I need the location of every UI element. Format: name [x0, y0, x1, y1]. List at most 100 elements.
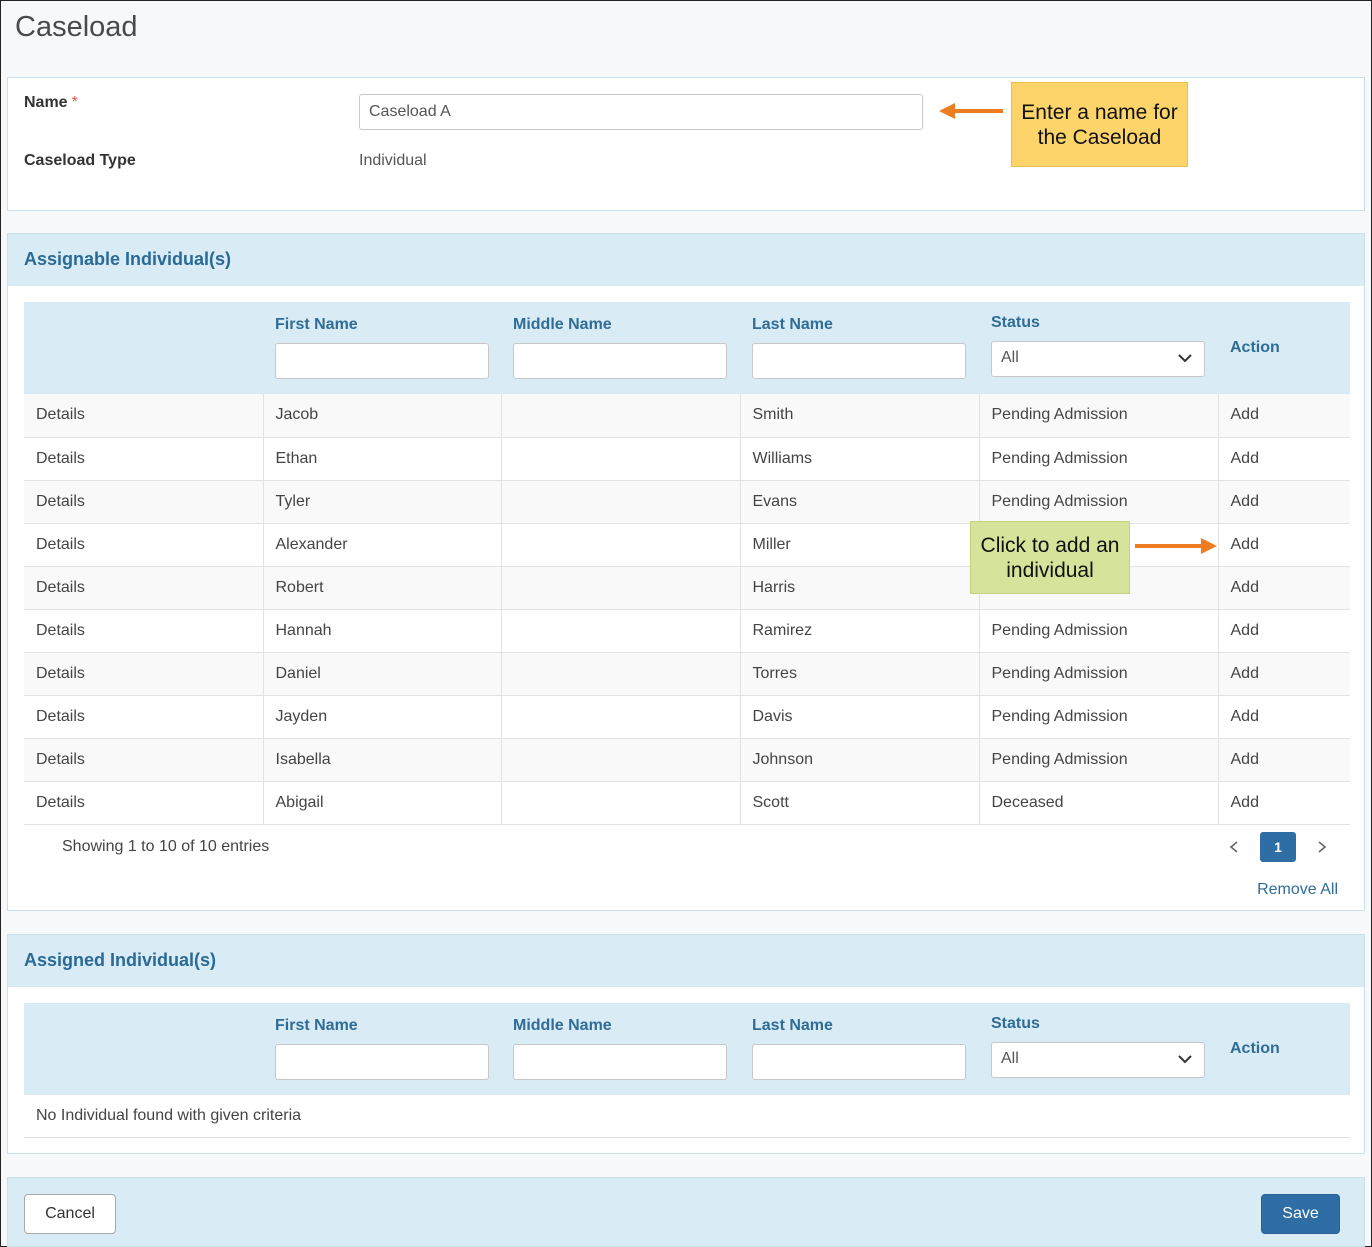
status-cell: Pending Admission — [979, 609, 1219, 653]
add-link[interactable]: Add — [1218, 566, 1350, 610]
cancel-button[interactable]: Cancel — [24, 1194, 116, 1234]
assigned-table: First Name Middle Name Last Name Status … — [24, 1003, 1350, 1138]
status-cell: Pending Admission — [979, 480, 1219, 524]
middle-name-cell — [501, 609, 741, 653]
col-action: Action — [1218, 302, 1350, 394]
required-mark: * — [71, 94, 78, 111]
col-middle-name: Middle Name — [501, 302, 740, 394]
add-link[interactable]: Add — [1218, 695, 1350, 739]
col-last-name: Last Name — [740, 302, 979, 394]
details-link[interactable]: Details — [24, 523, 264, 567]
middle-name-cell — [501, 394, 741, 438]
middle-name-filter[interactable] — [513, 343, 727, 379]
table-row: Details Abigail Scott Deceased Add — [24, 781, 1350, 825]
assigned-section-title: Assigned Individual(s) — [8, 935, 1364, 987]
table-row: Details Isabella Johnson Pending Admission A… — [24, 738, 1350, 782]
first-name-cell: Isabella — [263, 738, 502, 782]
name-input[interactable] — [359, 94, 923, 130]
callout-arrow-right-icon — [1135, 538, 1217, 554]
middle-name-cell — [501, 738, 741, 782]
empty-message: No Individual found with given criteria — [24, 1095, 1350, 1138]
form-footer: Cancel Save — [7, 1177, 1365, 1247]
next-page-button[interactable] — [1306, 832, 1338, 862]
prev-page-button[interactable] — [1218, 832, 1250, 862]
last-name-cell: Miller — [740, 523, 980, 567]
add-link[interactable]: Add — [1218, 781, 1350, 825]
table-row: Details Robert Harris Add — [24, 566, 1350, 610]
middle-name-cell — [501, 480, 741, 524]
assignable-section: Assignable Individual(s) First Name Midd… — [7, 233, 1365, 911]
callout-add-hint: Click to add an individual — [970, 521, 1130, 594]
last-name-cell: Johnson — [740, 738, 980, 782]
last-name-filter[interactable] — [752, 343, 966, 379]
last-name-filter[interactable] — [752, 1044, 966, 1080]
first-name-cell: Tyler — [263, 480, 502, 524]
col-details — [24, 302, 263, 394]
details-link[interactable]: Details — [24, 394, 264, 438]
first-name-cell: Alexander — [263, 523, 502, 567]
first-name-filter[interactable] — [275, 1044, 489, 1080]
last-name-cell: Torres — [740, 652, 980, 696]
add-link[interactable]: Add — [1218, 523, 1350, 567]
col-status: Status All — [979, 1003, 1218, 1095]
page-title: Caseload — [15, 11, 138, 43]
first-name-cell: Ethan — [263, 437, 502, 481]
col-last-name: Last Name — [740, 1003, 979, 1095]
first-name-cell: Abigail — [263, 781, 502, 825]
details-link[interactable]: Details — [24, 480, 264, 524]
assigned-section: Assigned Individual(s) First Name Middle… — [7, 934, 1365, 1154]
add-link[interactable]: Add — [1218, 437, 1350, 481]
table-row: Details Tyler Evans Pending Admission Add — [24, 480, 1350, 524]
first-name-cell: Daniel — [263, 652, 502, 696]
chevron-right-icon — [1318, 841, 1327, 853]
remove-all-link[interactable]: Remove All — [1257, 881, 1338, 898]
caseload-type-label: Caseload Type — [24, 152, 136, 169]
add-link[interactable]: Add — [1218, 609, 1350, 653]
middle-name-cell — [501, 695, 741, 739]
details-link[interactable]: Details — [24, 652, 264, 696]
name-label: Name * — [24, 94, 78, 111]
page-1-button[interactable]: 1 — [1260, 832, 1296, 862]
details-link[interactable]: Details — [24, 566, 264, 610]
middle-name-cell — [501, 437, 741, 481]
first-name-cell: Hannah — [263, 609, 502, 653]
first-name-cell: Jacob — [263, 394, 502, 438]
details-link[interactable]: Details — [24, 437, 264, 481]
status-cell: Pending Admission — [979, 394, 1219, 438]
status-cell: Pending Admission — [979, 437, 1219, 481]
col-details — [24, 1003, 263, 1095]
showing-entries: Showing 1 to 10 of 10 entries — [62, 838, 270, 855]
status-filter-select[interactable]: All — [991, 341, 1205, 377]
last-name-cell: Scott — [740, 781, 980, 825]
add-link[interactable]: Add — [1218, 394, 1350, 438]
middle-name-cell — [501, 566, 741, 610]
middle-name-cell — [501, 523, 741, 567]
table-row: Details Jacob Smith Pending Admission Add — [24, 394, 1350, 438]
middle-name-cell — [501, 652, 741, 696]
table-row: Details Hannah Ramirez Pending Admission Add — [24, 609, 1350, 653]
save-button[interactable]: Save — [1261, 1194, 1340, 1234]
add-link[interactable]: Add — [1218, 480, 1350, 524]
assignable-section-title: Assignable Individual(s) — [8, 234, 1364, 286]
assignable-table: First Name Middle Name Last Name Status … — [24, 302, 1350, 825]
last-name-cell: Davis — [740, 695, 980, 739]
table-row: Details Ethan Williams Pending Admission Add — [24, 437, 1350, 481]
middle-name-filter[interactable] — [513, 1044, 727, 1080]
details-link[interactable]: Details — [24, 609, 264, 653]
last-name-cell: Harris — [740, 566, 980, 610]
status-filter-select[interactable]: All — [991, 1042, 1205, 1078]
table-row: Details Jayden Davis Pending Admission Add — [24, 695, 1350, 739]
status-cell: Pending Admission — [979, 652, 1219, 696]
last-name-cell: Smith — [740, 394, 980, 438]
status-cell: Pending Admission — [979, 738, 1219, 782]
details-link[interactable]: Details — [24, 781, 264, 825]
details-link[interactable]: Details — [24, 738, 264, 782]
col-first-name: First Name — [263, 1003, 501, 1095]
first-name-filter[interactable] — [275, 343, 489, 379]
callout-arrow-left-icon — [939, 103, 1003, 119]
status-cell: Deceased — [979, 781, 1219, 825]
last-name-cell: Evans — [740, 480, 980, 524]
details-link[interactable]: Details — [24, 695, 264, 739]
add-link[interactable]: Add — [1218, 738, 1350, 782]
add-link[interactable]: Add — [1218, 652, 1350, 696]
